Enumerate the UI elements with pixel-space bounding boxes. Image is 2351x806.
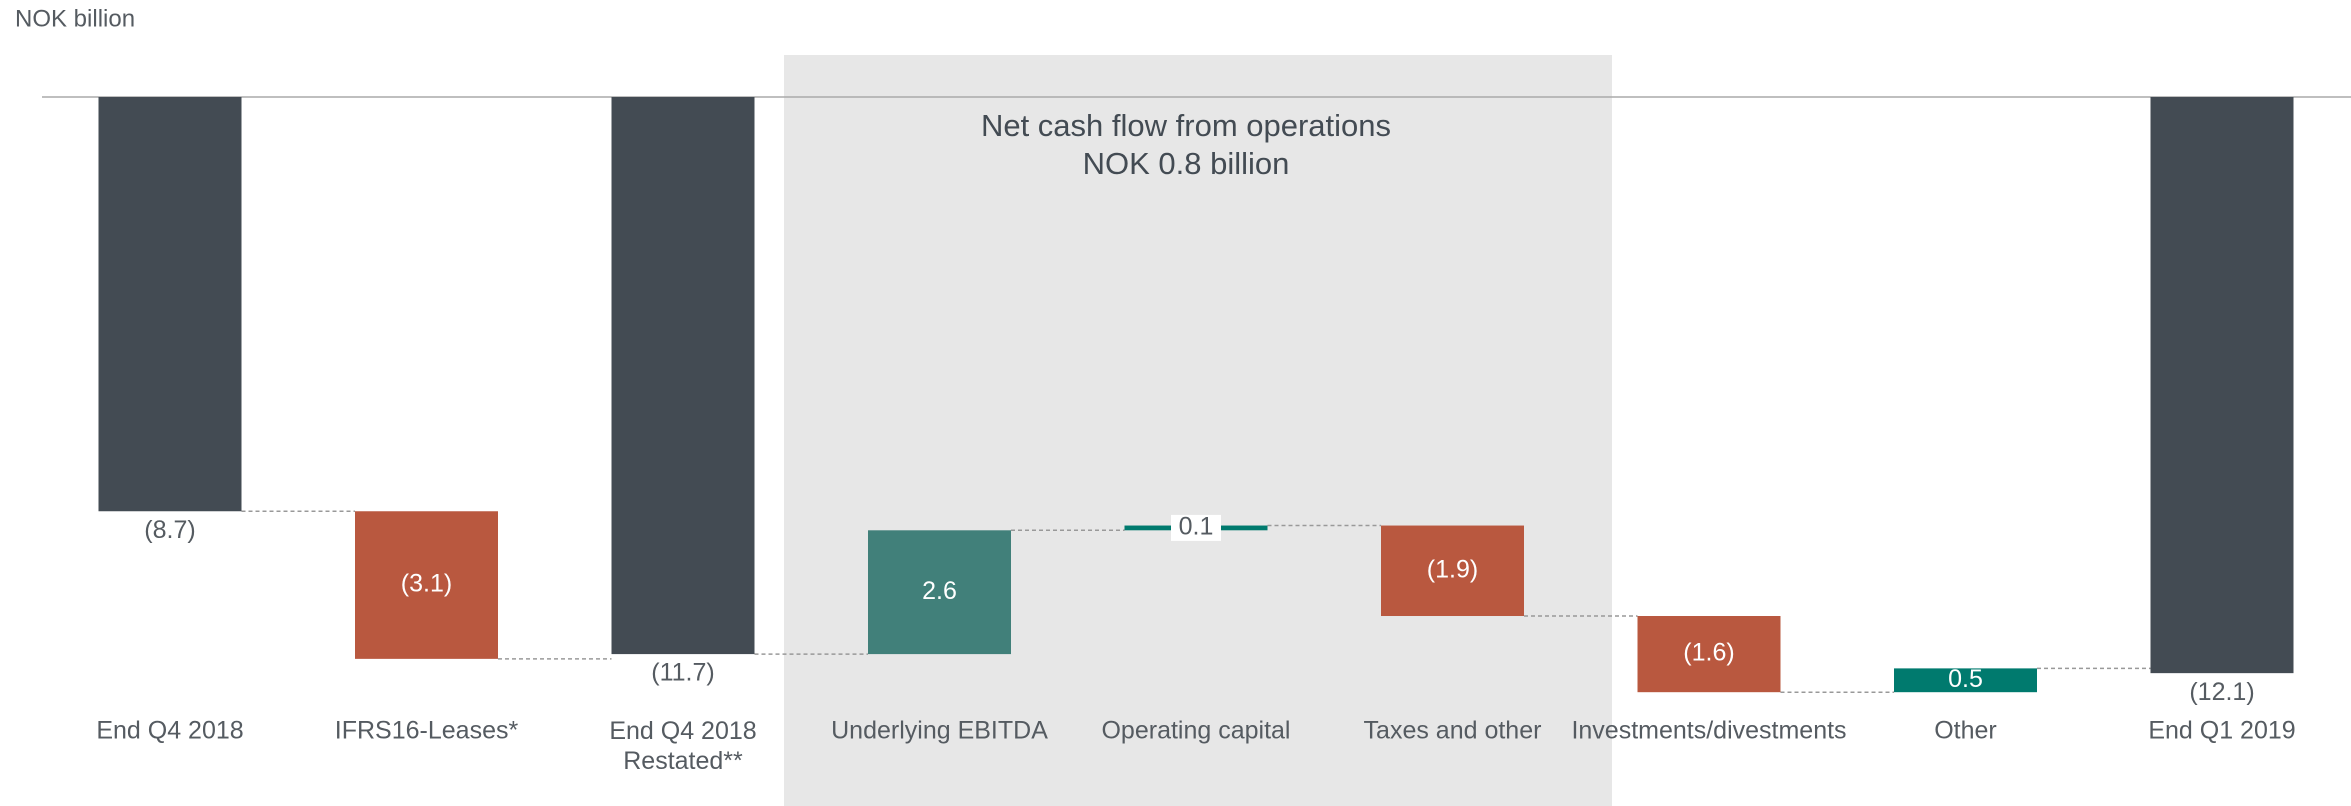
x-tick-label: End Q4 2018 — [96, 717, 243, 745]
x-tick-label: Operating capital — [1101, 717, 1290, 745]
value-label: (12.1) — [2189, 678, 2254, 706]
value-label: (11.7) — [651, 659, 714, 687]
x-tick-label: End Q4 2018 Restated** — [609, 717, 756, 775]
value-label: (1.9) — [1427, 555, 1478, 583]
bar — [98, 97, 242, 512]
annotation: Net cash flow from operations — [981, 108, 1391, 143]
x-tick-label: Other — [1934, 717, 1997, 745]
x-tick-label: IFRS16-Leases* — [335, 717, 519, 745]
bar — [611, 97, 755, 655]
x-tick-label: Taxes and other — [1364, 717, 1542, 745]
value-label: 0.1 — [1179, 513, 1214, 541]
value-label: 2.6 — [922, 577, 957, 605]
unit-label: NOK billion — [15, 5, 135, 32]
highlight-region — [784, 55, 1612, 806]
label-background — [1171, 514, 1221, 541]
annotation: NOK 0.8 billion — [1083, 146, 1290, 181]
value-label: 0.5 — [1948, 665, 1983, 693]
x-tick-label: End Q1 2019 — [2148, 717, 2295, 745]
bar — [868, 530, 1011, 655]
bar — [355, 511, 498, 659]
bar — [1381, 525, 1524, 617]
bar — [1894, 668, 2037, 693]
value-label: (8.7) — [144, 516, 195, 544]
bar — [1637, 616, 1781, 693]
x-tick-label: Investments/divestments — [1571, 717, 1846, 745]
x-tick-label: Underlying EBITDA — [831, 717, 1048, 745]
value-label: (3.1) — [401, 570, 452, 598]
value-label: (1.6) — [1683, 639, 1734, 667]
bar — [2150, 97, 2294, 674]
